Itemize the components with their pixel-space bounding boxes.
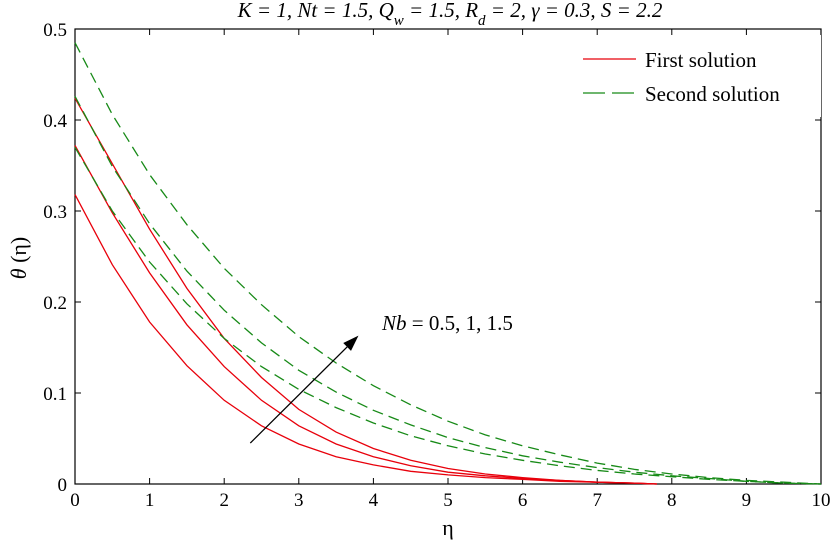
legend-label-second-solution: Second solution [645,82,780,106]
x-tick-label: 6 [518,490,528,511]
x-tick-label: 5 [443,490,453,511]
x-tick-label: 9 [742,490,752,511]
x-tick-label: 2 [219,490,229,511]
second-solution-curve-3 [74,42,822,485]
y-tick-label: 0.2 [43,293,67,314]
legend: First solution Second solution [573,35,821,117]
second-solution-curve-1 [74,146,822,485]
second-solution-curve-2 [74,95,822,485]
y-tick-label: 0.5 [43,20,67,41]
y-tick-label: 0.3 [43,202,67,223]
x-tick-label: 0 [70,490,80,511]
annotation-arrow [249,346,348,444]
y-axis-label: θ (η) [6,237,31,279]
x-tick-label: 4 [369,490,379,511]
y-tick-label: 0.1 [43,384,67,405]
first-solution-curve-3 [74,97,657,485]
x-axis-label: η [442,515,454,540]
x-tick-label: 8 [667,490,677,511]
x-tick-label: 1 [145,490,155,511]
legend-label-first-solution: First solution [645,48,757,72]
chart-title: K = 1, Nt = 1.5, Qw = 1.5, Rd = 2, γ = 0… [237,0,663,29]
x-tick-label: 7 [592,490,602,511]
series-layer [74,42,822,485]
y-tick-label: 0.4 [43,111,67,132]
annotation-label: Nb = 0.5, 1, 1.5 [381,311,513,335]
y-tick-label: 0 [58,475,68,496]
annotation-arrowhead [343,335,359,351]
first-solution-curve-2 [74,145,657,485]
parameter-annotation: Nb = 0.5, 1, 1.5 [249,311,513,444]
x-tick-label: 3 [294,490,304,511]
first-solution-curve-1 [74,194,657,485]
x-tick-label: 10 [812,490,831,511]
legend-box [573,35,821,117]
